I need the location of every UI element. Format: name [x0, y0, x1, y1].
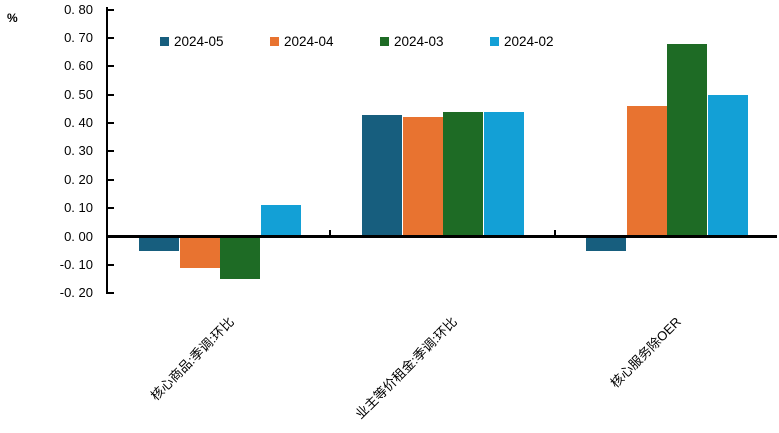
legend-label: 2024-03 — [394, 33, 444, 49]
x-axis-zero-line — [108, 235, 777, 238]
legend-item-2024-03: 2024-03 — [380, 33, 490, 49]
bar-2024-04-cat3 — [626, 106, 667, 237]
bar-2024-04-cat1 — [179, 236, 220, 268]
bar-2024-05-cat2 — [362, 114, 402, 237]
legend-swatch-icon — [490, 36, 499, 46]
legend-swatch-icon — [160, 36, 169, 46]
y-axis-unit-label: % — [7, 11, 18, 25]
y-axis-tick-label: 0. 30 — [64, 143, 93, 159]
y-axis-tick-label: 0. 60 — [64, 58, 93, 74]
y-axis-tick — [108, 8, 114, 11]
legend-label: 2024-04 — [284, 33, 334, 49]
y-axis-tick — [108, 263, 114, 266]
category-label: 业主等价租金:季调:环比 — [352, 314, 460, 422]
bar-2024-02-cat2 — [483, 111, 524, 237]
y-axis-tick-label: -0. 10 — [59, 256, 93, 272]
y-axis-tick — [108, 292, 114, 295]
y-axis-tick-label: 0. 00 — [64, 228, 93, 244]
bar-2024-04-cat2 — [402, 117, 443, 237]
legend-swatch-icon — [380, 36, 389, 46]
legend-item-2024-05: 2024-05 — [160, 33, 270, 49]
y-axis-tick — [108, 37, 114, 40]
legend-label: 2024-05 — [174, 33, 224, 49]
y-axis-tick — [108, 93, 114, 96]
chart-legend: 2024-05 2024-04 2024-03 2024-02 — [160, 33, 600, 49]
y-axis-tick-label: 0. 50 — [64, 86, 93, 102]
bar-2024-03-cat3 — [667, 43, 707, 237]
y-axis-tick — [108, 122, 114, 125]
y-axis-tick-label: 0. 20 — [64, 171, 93, 187]
y-axis-line — [106, 7, 108, 294]
x-axis-category-tick — [554, 230, 556, 236]
y-axis-tick-label: 0. 40 — [64, 115, 93, 131]
y-axis-tick — [108, 65, 114, 68]
y-axis-tick-label: 0. 80 — [64, 1, 93, 17]
y-axis-tick-label: -0. 20 — [59, 285, 93, 301]
legend-item-2024-04: 2024-04 — [270, 33, 380, 49]
y-axis-tick — [108, 178, 114, 181]
legend-swatch-icon — [270, 36, 279, 46]
bar-2024-05-cat3 — [586, 236, 626, 251]
x-axis-category-tick — [329, 230, 331, 236]
y-axis-tick-label: 0. 70 — [64, 30, 93, 46]
legend-item-2024-02: 2024-02 — [490, 33, 600, 49]
bar-2024-03-cat2 — [443, 111, 483, 237]
category-label: 核心商品:季调:环比 — [147, 314, 237, 404]
y-axis-tick — [108, 150, 114, 153]
bar-2024-05-cat1 — [139, 236, 179, 251]
y-axis-tick-label: 0. 10 — [64, 200, 93, 216]
y-axis-tick — [108, 207, 114, 210]
bar-2024-02-cat3 — [707, 94, 748, 237]
legend-label: 2024-02 — [504, 33, 554, 49]
bar-2024-02-cat1 — [260, 205, 301, 237]
category-label: 核心服务除OER — [607, 314, 684, 391]
bar-2024-03-cat1 — [220, 236, 260, 280]
